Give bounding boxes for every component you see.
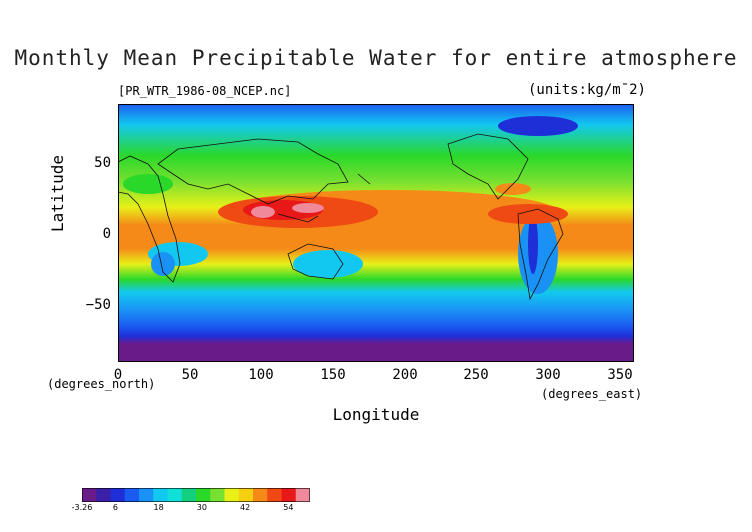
colorbar-tick-label: 6 <box>112 503 118 512</box>
colorbar-tick-label: 54 <box>283 503 294 512</box>
colorbar-swatch <box>295 488 310 502</box>
colorbar-swatch <box>139 488 154 502</box>
colorbar-swatch <box>167 488 183 502</box>
x-tick-150: 150 <box>320 367 346 383</box>
colorbar-swatch <box>210 488 225 502</box>
file-label: [PR_WTR_1986-08_NCEP.nc] <box>118 84 292 98</box>
x-tick-350: 350 <box>607 367 633 383</box>
map-title: Monthly Mean Precipitable Water for enti… <box>14 46 738 70</box>
colorbar-swatch <box>110 488 126 502</box>
colorbar-swatch <box>96 488 111 502</box>
x-tick-50: 50 <box>181 367 199 383</box>
x-tick-100: 100 <box>248 367 274 383</box>
units-label: (units:kg/m¯2) <box>527 82 646 98</box>
x-axis-label: Longitude <box>332 405 420 424</box>
colorbar-swatch <box>267 488 282 502</box>
x-tick-200: 200 <box>392 367 418 383</box>
x-tick-0: 0 <box>113 367 123 383</box>
colorbar-swatch <box>238 488 254 502</box>
colorbar-swatch <box>281 488 297 502</box>
x-tick-250: 250 <box>463 367 489 383</box>
y-tick-50: 50 <box>94 155 111 171</box>
colorbar-swatch <box>196 488 211 502</box>
x-axis-unit: (degrees_east) <box>541 387 643 401</box>
colorbar-swatch <box>153 488 168 502</box>
y-tick-minus-50: −50 <box>85 297 111 313</box>
colorbar-swatch <box>253 488 268 502</box>
precipitable-water-map <box>118 104 634 362</box>
colorbar-tick-label: 30 <box>196 503 207 512</box>
colorbar <box>82 488 310 502</box>
colorbar-tick-label: 18 <box>153 503 164 512</box>
y-axis-label: Latitude <box>48 154 67 232</box>
colorbar-swatch <box>82 488 97 502</box>
colorbar-tick-label: -3.26 <box>71 503 93 512</box>
y-tick-0: 0 <box>102 226 111 242</box>
colorbar-tick-label: 42 <box>240 503 251 512</box>
colorbar-swatch <box>181 488 197 502</box>
y-axis-unit: (degrees_north) <box>47 377 156 391</box>
x-tick-300: 300 <box>535 367 561 383</box>
coastlines <box>118 133 564 301</box>
colorbar-swatch <box>124 488 140 502</box>
colorbar-swatch <box>224 488 240 502</box>
